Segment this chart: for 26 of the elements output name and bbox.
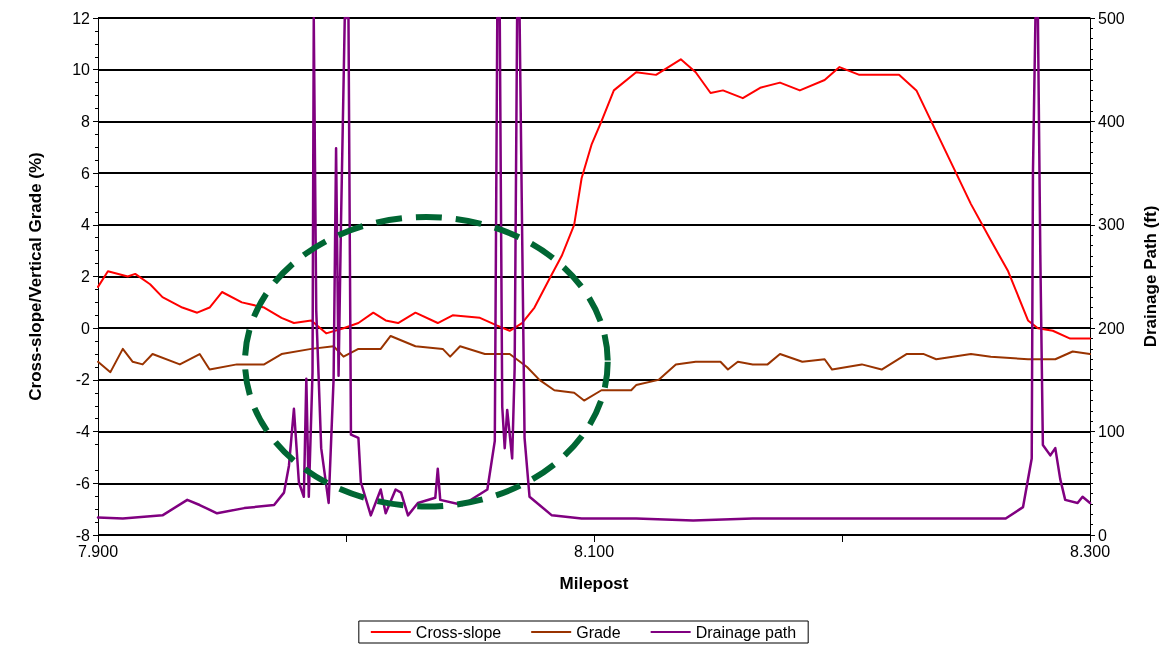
y2-tick-label: 300 [1098, 216, 1125, 234]
y2-tick-label: 0 [1098, 526, 1107, 544]
x-tick-label: 8.300 [1069, 542, 1111, 560]
y-tick-label: 0 [81, 319, 91, 337]
y-tick-label: 4 [81, 216, 91, 234]
y2-tick-label: 100 [1098, 423, 1125, 441]
x-axis-title: Milepost [559, 574, 629, 593]
y2-tick-label: 200 [1098, 319, 1125, 337]
y-tick-label: -6 [75, 474, 91, 492]
y2-tick-label: 400 [1098, 112, 1125, 130]
y2-axis-title: Drainage Path (ft) [1141, 205, 1160, 348]
y-tick-label: -8 [75, 526, 91, 544]
legend-label: Cross-slope [415, 623, 502, 641]
y-tick-label: 2 [81, 268, 91, 285]
y2-tick-label: 500 [1098, 9, 1125, 27]
y-tick-label: 8 [81, 112, 91, 130]
y-tick-label: 6 [81, 164, 91, 182]
legend-label: Drainage path [695, 623, 797, 641]
x-tick-label: 8.100 [573, 542, 615, 560]
legend-label: Grade [576, 623, 621, 641]
y-tick-label: -4 [75, 423, 91, 441]
y-axis-title: Cross-slope/Vertical Grade (%) [26, 152, 45, 401]
x-tick-label: 7.900 [77, 542, 119, 560]
y-tick-label: 12 [72, 9, 91, 27]
y-tick-label: -2 [75, 371, 91, 389]
y-tick-label: 10 [72, 61, 91, 79]
